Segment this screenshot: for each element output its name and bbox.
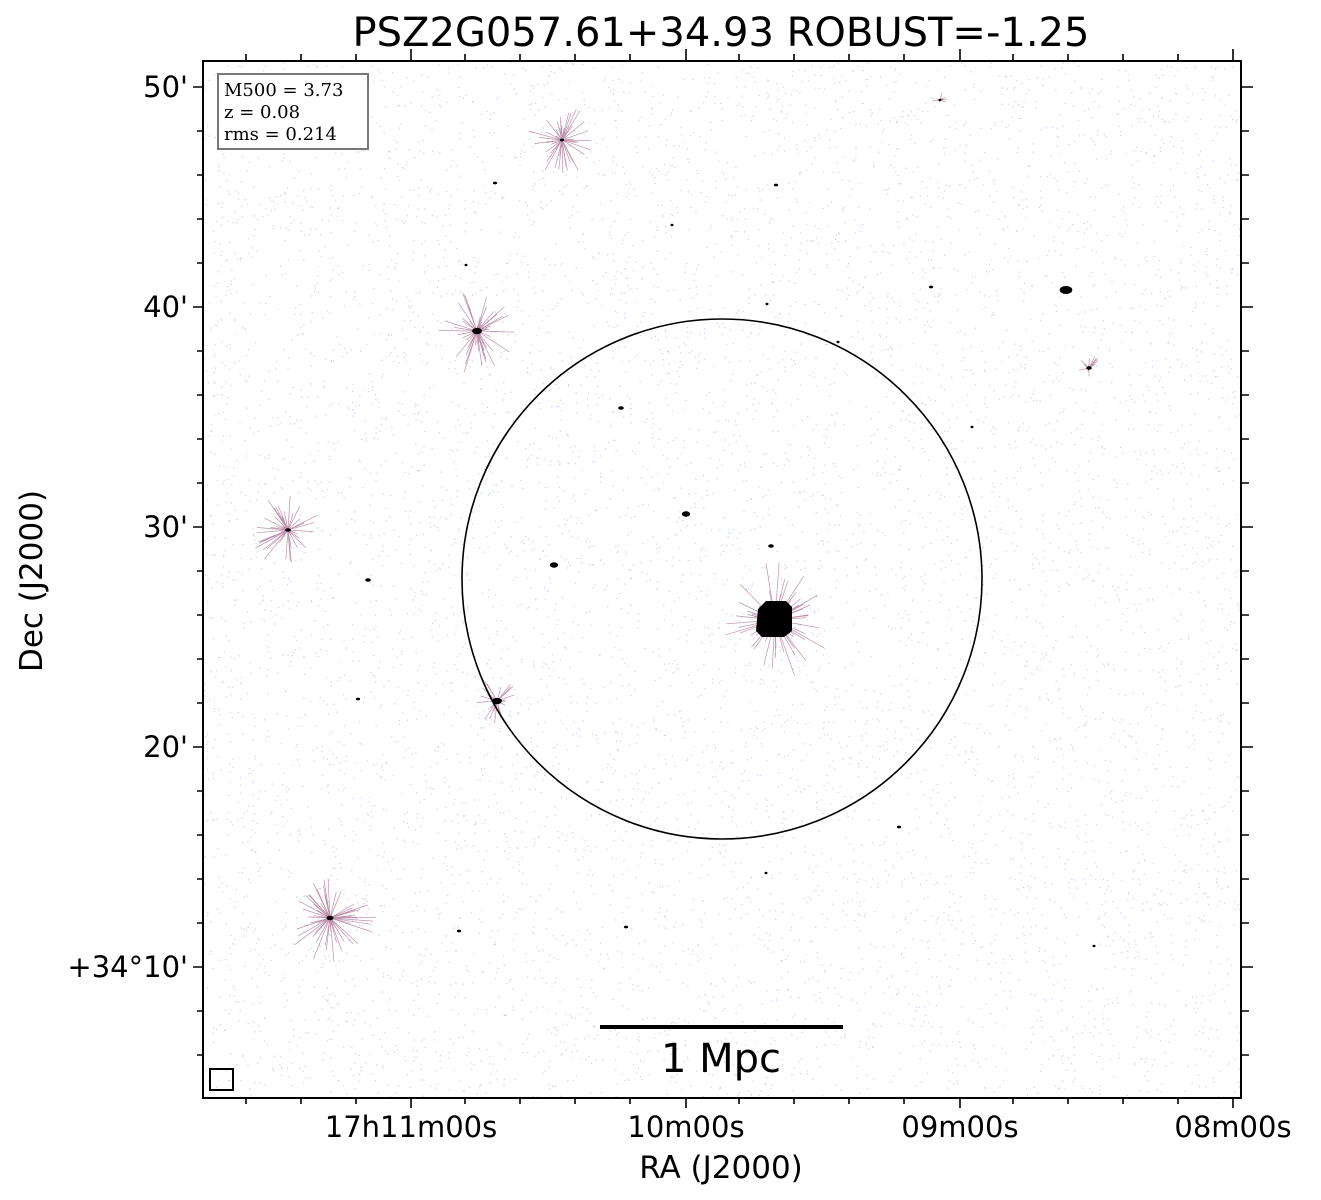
radio-source [1092,944,1096,948]
y-tick-label-50: 50' [143,70,188,104]
radio-sources [255,93,1099,962]
image-background [203,61,1241,1098]
y-tick-label-30: 30' [143,510,188,544]
radio-source [464,263,468,267]
info-box: M500 = 3.73 z = 0.08 rms = 0.214 [217,73,369,150]
image-frame [202,60,1242,1099]
radio-source [932,93,948,103]
radio-source [836,340,840,344]
scale-bar-label: 1 Mpc [661,1036,781,1082]
radio-source [618,406,624,410]
axis-ticks [193,49,1253,1108]
radio-source [528,109,592,174]
y-tick-label-10: +34°10' [67,950,188,984]
radio-source [1059,285,1073,295]
radio-source [681,511,691,517]
info-rms: rms = 0.214 [224,124,337,145]
radio-source [896,825,902,829]
radio-source [623,925,629,929]
radio-source [768,544,774,548]
x-axis-label: RA (J2000) [639,1150,803,1186]
beam-box [209,1068,234,1091]
radio-source [365,578,371,582]
radio-source [773,183,779,187]
x-tick-label-10m: 10m00s [627,1110,744,1144]
x-tick-label-08m: 08m00s [1174,1110,1291,1144]
radio-source [438,292,515,373]
radio-source [725,562,826,676]
x-tick-label-09m: 09m00s [901,1110,1018,1144]
radio-source [549,562,559,568]
radio-source [764,871,768,875]
radio-source [1078,356,1099,377]
radio-source [355,697,361,701]
info-redshift: z = 0.08 [224,102,300,123]
radio-source [492,181,498,185]
radio-source [765,302,769,306]
radio-source [670,223,674,227]
radio-source [476,681,515,724]
radio-source [255,495,318,563]
info-m500: M500 = 3.73 [224,80,343,101]
y-tick-label-20: 20' [143,730,188,764]
radio-source [456,929,462,933]
r500-circle [461,318,983,840]
radio-source [970,425,974,429]
figure-title: PSZ2G057.61+34.93 ROBUST=-1.25 [353,10,1090,56]
y-tick-label-40: 40' [143,290,188,324]
radio-source [928,285,934,289]
radio-source [294,878,376,962]
x-tick-label-11m: 17h11m00s [325,1110,497,1144]
y-axis-label: Dec (J2000) [14,490,50,672]
